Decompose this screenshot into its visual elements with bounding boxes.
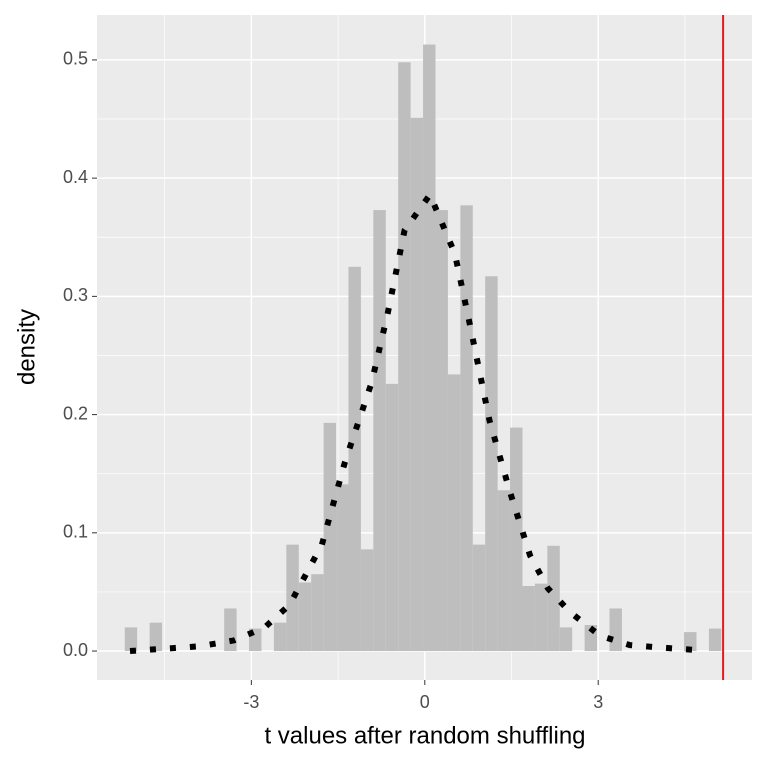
bar: [460, 205, 473, 652]
bar: [273, 622, 287, 652]
bar: [311, 574, 324, 652]
y-tick-label: 0.3: [63, 285, 88, 305]
bar: [410, 117, 424, 652]
y-tick-label: 0.0: [63, 640, 88, 660]
y-axis-title: density: [13, 309, 40, 385]
bar: [298, 582, 312, 652]
x-tick-label: 0: [420, 692, 430, 712]
bar: [373, 210, 386, 652]
bar: [398, 62, 411, 652]
bar: [435, 210, 448, 652]
bar: [348, 266, 361, 652]
bar: [336, 484, 349, 652]
bar: [224, 608, 237, 652]
bar: [559, 627, 573, 652]
bar: [149, 622, 163, 652]
bar: [547, 545, 560, 652]
bar: [286, 544, 299, 652]
x-tick-label: 3: [593, 692, 603, 712]
y-tick-label: 0.2: [63, 403, 88, 423]
bar: [510, 427, 523, 652]
bar: [385, 383, 399, 652]
bar: [472, 544, 486, 652]
bar: [485, 276, 498, 652]
x-axis-title: t values after random shuffling: [264, 722, 585, 749]
bar: [534, 583, 548, 652]
bar: [522, 586, 535, 652]
bar: [684, 632, 697, 652]
bar: [323, 422, 337, 652]
y-tick-label: 0.5: [63, 49, 88, 69]
bar: [423, 44, 436, 652]
y-tick-label: 0.1: [63, 522, 88, 542]
x-tick-label: -3: [243, 692, 259, 712]
bar: [497, 490, 511, 652]
bar: [708, 628, 722, 652]
bar: [360, 549, 374, 652]
bar: [124, 627, 138, 652]
y-tick-label: 0.4: [63, 167, 88, 187]
bar: [447, 374, 461, 652]
bar: [609, 608, 622, 652]
